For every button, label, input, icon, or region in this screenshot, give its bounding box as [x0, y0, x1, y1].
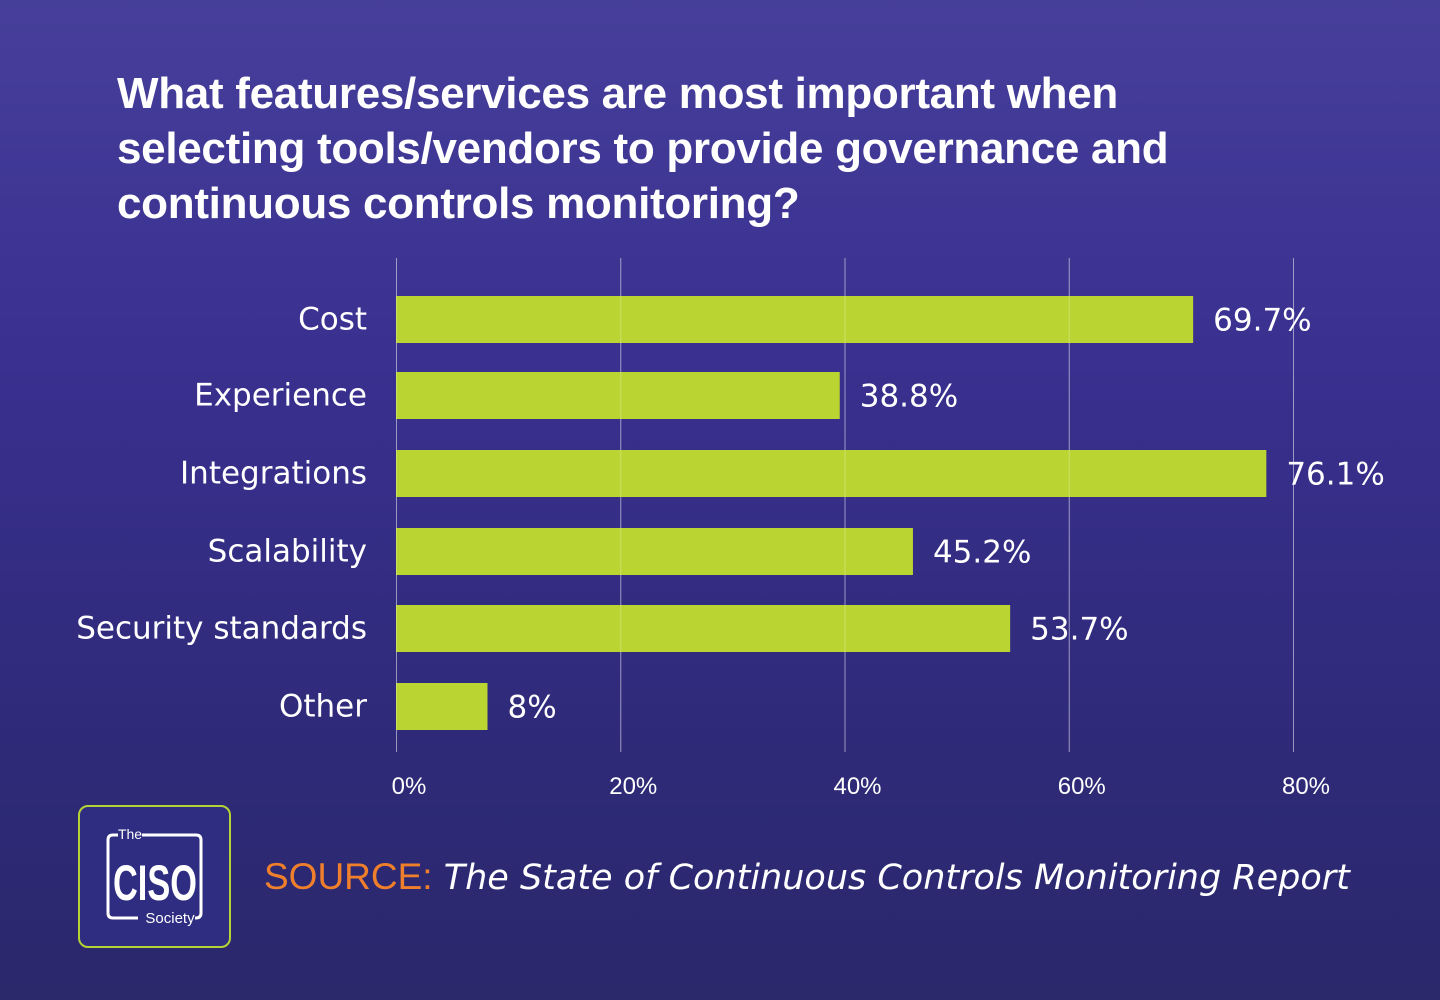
source-key: SOURCE: [264, 856, 433, 897]
category-label: Cost [298, 302, 367, 338]
logo-text-society: Society [145, 910, 195, 927]
bar-security-standards [396, 605, 1011, 652]
title-line: selecting tools/vendors to provide gover… [117, 124, 1169, 173]
value-label: 53.7% [1030, 612, 1128, 648]
logo-text-ciso: CISO [113, 855, 197, 911]
x-tick-label: 0% [392, 773, 427, 800]
source-value: The State of Continuous Controls Monitor… [443, 858, 1350, 898]
x-tick-label: 40% [833, 773, 881, 800]
category-label: Integrations [180, 456, 367, 492]
logo-text-the: The [118, 826, 142, 842]
source-citation: SOURCE: The State of Continuous Controls… [264, 856, 1350, 898]
category-label: Security standards [76, 611, 367, 647]
value-labels: 69.7% 38.8% 76.1% 45.2% 53.7% 8% [507, 303, 1384, 726]
value-label: 38.8% [860, 379, 958, 415]
category-labels: Cost Experience Integrations Scalability Sec… [76, 302, 367, 725]
title-line: continuous controls monitoring? [117, 179, 800, 228]
bar-chart: Cost Experience Integrations Scalability Sec… [76, 258, 1384, 800]
gridlines-overlay [396, 258, 1294, 752]
bar-experience [396, 372, 840, 419]
x-tick-label: 80% [1282, 773, 1330, 800]
bar-scalability [396, 528, 913, 575]
x-tick-labels: 0% 20% 40% 60% 80% [392, 773, 1330, 800]
bar-integrations [396, 450, 1267, 497]
bar-other [396, 683, 488, 730]
bars [396, 296, 1267, 730]
value-label: 8% [507, 690, 556, 726]
bar-cost [396, 296, 1194, 343]
category-label: Experience [194, 378, 367, 414]
x-tick-label: 60% [1058, 773, 1106, 800]
ciso-society-logo: The CISO Society [78, 805, 231, 948]
value-label: 76.1% [1286, 457, 1384, 493]
value-label: 69.7% [1213, 303, 1311, 339]
category-label: Other [279, 689, 367, 725]
value-label: 45.2% [933, 535, 1031, 571]
title-line: What features/services are most importan… [117, 69, 1118, 118]
x-tick-label: 20% [609, 773, 657, 800]
category-label: Scalability [208, 534, 367, 570]
chart-title: What features/services are most importan… [117, 66, 1357, 231]
